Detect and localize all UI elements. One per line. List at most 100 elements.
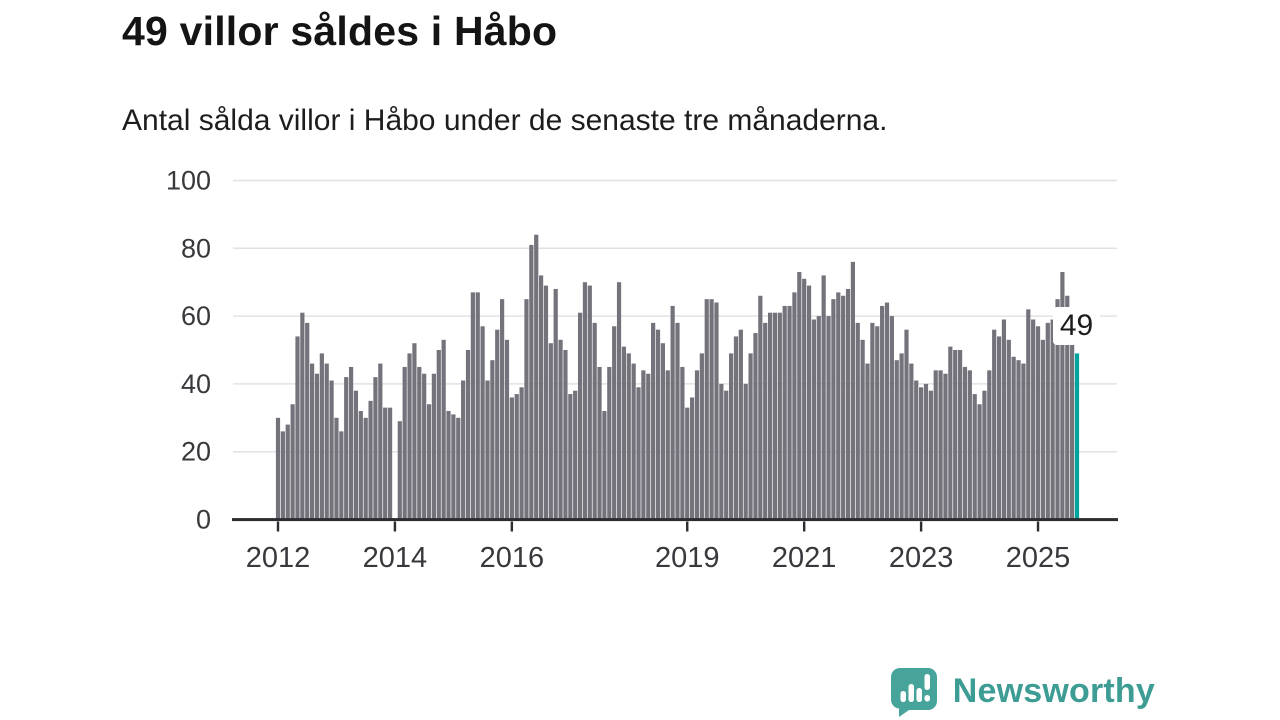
bar [904, 329, 909, 520]
bar [899, 353, 904, 520]
bar [373, 377, 378, 520]
x-axis-tick-label: 2023 [889, 542, 954, 574]
bar [363, 417, 368, 520]
bar [802, 278, 807, 520]
x-axis-tick-label: 2012 [246, 542, 311, 574]
bar [651, 322, 656, 520]
bar [519, 387, 524, 520]
bar [670, 305, 675, 520]
bar [378, 363, 383, 520]
bar [280, 431, 285, 520]
bar [1040, 339, 1045, 520]
bar [1045, 322, 1050, 520]
bar [465, 350, 471, 520]
bar [553, 288, 558, 520]
bar [694, 370, 700, 520]
bar [826, 316, 831, 520]
bar [1035, 326, 1041, 520]
bar [573, 390, 578, 520]
bar [534, 234, 539, 520]
bar [305, 322, 310, 520]
x-axis-tick [393, 521, 397, 532]
bar [538, 275, 544, 520]
bar [987, 370, 992, 520]
bar [797, 272, 802, 520]
bar [792, 292, 797, 520]
bar [1055, 299, 1060, 520]
bar [914, 380, 919, 520]
bar [310, 363, 315, 520]
x-axis-tick-label: 2021 [772, 542, 837, 574]
bar [451, 414, 456, 520]
bar [626, 353, 631, 520]
bar [665, 370, 670, 520]
bar [865, 363, 870, 520]
bar [641, 370, 646, 520]
bar [334, 417, 339, 520]
x-axis-tick [510, 521, 514, 532]
bar [461, 380, 466, 520]
newsworthy-logo-icon [888, 665, 940, 717]
bar [870, 322, 875, 520]
bar [582, 282, 588, 520]
bar [1011, 356, 1016, 520]
bar [300, 312, 305, 520]
bar [889, 316, 894, 520]
bar [806, 285, 812, 520]
x-axis-tick [919, 521, 923, 532]
bar [690, 397, 695, 520]
bar [485, 380, 490, 520]
bar [923, 383, 929, 520]
bar [967, 370, 972, 520]
bar [982, 390, 987, 520]
bar [529, 244, 534, 520]
bar [660, 343, 665, 520]
bar [344, 377, 349, 520]
bar [587, 285, 592, 520]
bar [772, 312, 778, 520]
bar [1021, 363, 1026, 520]
bar [1060, 272, 1065, 520]
page-title: 49 villor såldes i Håbo [122, 8, 558, 54]
bar [841, 295, 846, 520]
bar [407, 353, 412, 520]
bar [636, 387, 641, 520]
bar [821, 275, 826, 520]
bar [699, 353, 704, 520]
bar [811, 319, 817, 520]
bar [816, 316, 821, 520]
bar [836, 292, 841, 520]
bar [992, 329, 997, 520]
bar [504, 339, 510, 520]
bar [875, 326, 880, 520]
bar [860, 339, 865, 520]
bar [767, 312, 773, 520]
x-axis-tick [686, 521, 689, 532]
bar [743, 383, 748, 520]
bar [329, 380, 334, 520]
brand-footer: Newsworthy [888, 665, 1155, 717]
bar [548, 343, 553, 520]
bar [972, 394, 977, 520]
bar [563, 350, 568, 520]
bar [324, 363, 329, 520]
bar [733, 336, 739, 520]
bar [353, 390, 359, 520]
bar [680, 366, 685, 520]
bar [928, 390, 933, 520]
bar [387, 407, 393, 520]
last-value-annotation: 49 [1053, 307, 1100, 345]
bar [729, 353, 734, 520]
bar [607, 366, 612, 520]
bar [339, 431, 344, 520]
x-axis-tick-label: 2014 [363, 542, 428, 574]
bar [397, 421, 402, 520]
y-axis-tick-label: 60 [181, 301, 211, 331]
x-axis-line [232, 518, 1118, 522]
bar [884, 302, 890, 520]
bar [402, 366, 407, 520]
bar [962, 366, 968, 520]
bar [996, 336, 1002, 520]
bar [919, 387, 924, 520]
